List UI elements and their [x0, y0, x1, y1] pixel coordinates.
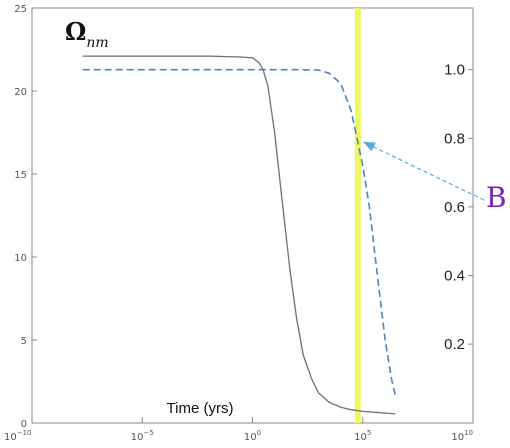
right-tick-label: 0.8: [444, 130, 465, 147]
right-tick-label: 0.6: [444, 199, 465, 216]
left-tick-label: 0: [21, 419, 27, 430]
left-tick-label: 5: [21, 336, 27, 347]
omega-symbol: Ω: [65, 17, 86, 46]
annotation-label: B: [486, 181, 507, 214]
bottom-tick-label: 10−10: [4, 429, 32, 443]
left-axis-ticks: 0 5 10 15 20 25: [14, 4, 37, 430]
left-tick-label: 10: [14, 253, 27, 264]
annotation-arrow: [362, 141, 485, 201]
bottom-axis-ticks: 10−10 10−5 100 105 1010: [4, 417, 474, 443]
bottom-tick-label: 1010: [451, 429, 473, 443]
left-tick-label: 20: [14, 87, 27, 98]
omega-subscript: nm: [86, 35, 108, 51]
highlight-band: [354, 8, 361, 423]
right-tick-label: 1.0: [444, 62, 465, 79]
right-tick-label: 0.4: [444, 268, 465, 285]
omega-nm-label: Ωnm: [65, 17, 109, 51]
x-axis-label: Time (yrs): [167, 400, 234, 417]
left-tick-label: 15: [14, 170, 27, 181]
omega-nm-curve: [82, 55, 396, 415]
right-tick-label: 0.2: [444, 336, 465, 353]
bottom-tick-label: 10−5: [131, 429, 154, 443]
dashed-curve: [82, 68, 397, 396]
bottom-tick-label: 100: [244, 429, 261, 443]
bottom-tick-label: 105: [354, 429, 371, 443]
right-axis-ticks: 0.2 0.4 0.6 0.8 1.0: [444, 62, 473, 353]
left-tick-label: 25: [14, 4, 27, 15]
